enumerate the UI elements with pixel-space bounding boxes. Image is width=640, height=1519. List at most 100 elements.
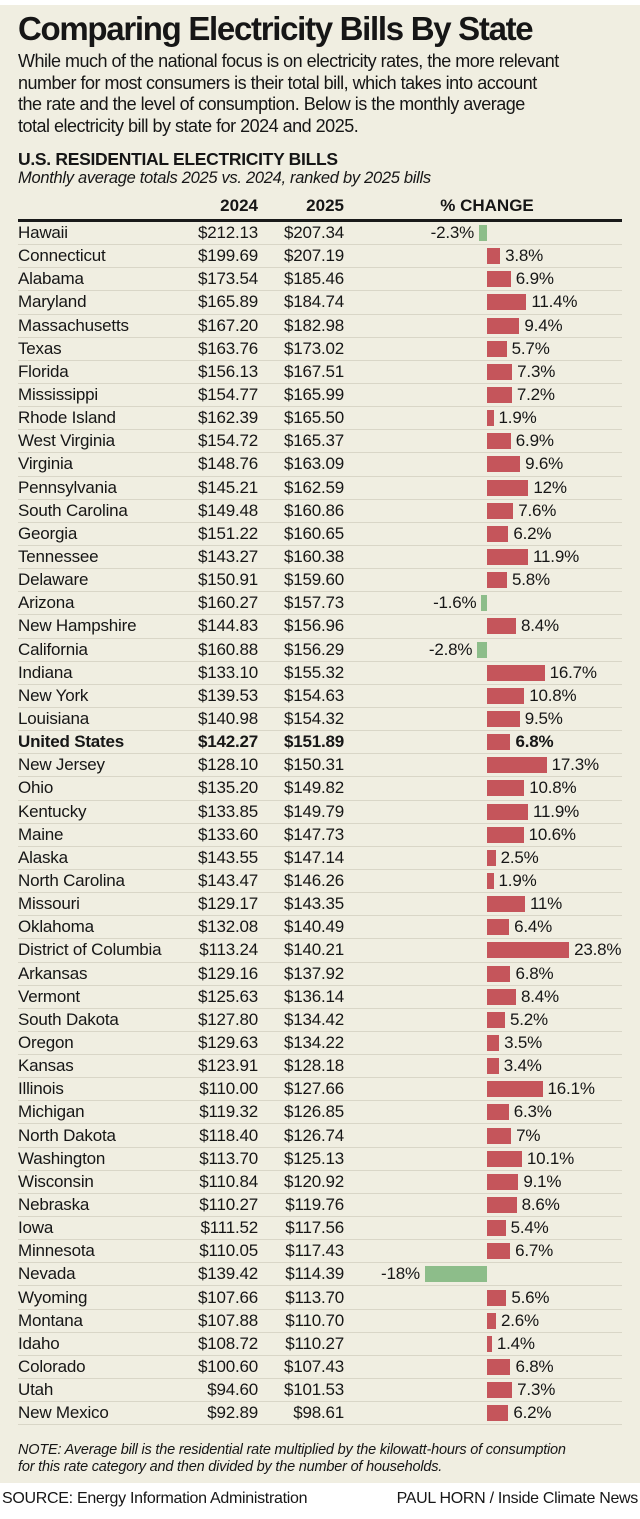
change-bar	[481, 595, 487, 612]
bill-2024-value: $133.60	[197, 824, 258, 844]
change-cell: 3.4%	[344, 1055, 622, 1077]
change-label: 9.5%	[524, 709, 563, 729]
change-cell: 1.4%	[344, 1333, 622, 1355]
author-credit: PAUL HORN / Inside Climate News	[396, 1489, 639, 1507]
bill-2025-value: $151.89	[283, 732, 344, 752]
bill-2025-value: $110.27	[285, 1333, 344, 1353]
table-row: Nevada $139.42 $114.39 -18%	[18, 1263, 622, 1287]
chart-heading: U.S. RESIDENTIAL ELECTRICITY BILLS	[18, 149, 338, 169]
change-bar	[487, 1058, 499, 1075]
chart-subheading: Monthly average totals 2025 vs. 2024, ra…	[18, 169, 431, 187]
change-cell: 5.7%	[344, 338, 622, 360]
change-label: 2.5%	[500, 847, 539, 867]
state-name: Oregon	[18, 1032, 74, 1052]
bill-2025-value: $207.19	[283, 246, 344, 266]
change-label: 10.1%	[526, 1148, 575, 1168]
state-name: Rhode Island	[18, 408, 116, 428]
state-name: Washington	[18, 1148, 106, 1168]
bill-2024-value: $110.05	[199, 1241, 258, 1261]
change-cell: 3.8%	[344, 245, 622, 267]
change-label: 8.4%	[520, 986, 559, 1006]
table-row: New Mexico $92.89 $98.61 6.2%	[18, 1402, 622, 1426]
change-cell: 10.6%	[344, 824, 622, 846]
change-label: 16.7%	[549, 662, 597, 682]
state-name: Connecticut	[18, 246, 106, 266]
change-label: -2.8%	[428, 639, 473, 659]
change-cell: 9.5%	[344, 708, 622, 730]
credit-bar: SOURCE: Energy Information Administratio…	[0, 1483, 640, 1514]
bill-2024-value: $148.76	[197, 454, 258, 474]
table-row: Massachusetts $167.20 $182.98 9.4%	[18, 315, 622, 338]
bill-2025-value: $150.31	[283, 755, 344, 775]
bill-2025-value: $101.53	[283, 1380, 344, 1400]
bill-2025-value: $207.34	[283, 223, 344, 243]
state-name: Colorado	[18, 1356, 86, 1376]
change-bar	[487, 1104, 509, 1121]
change-label: 9.4%	[524, 315, 563, 335]
table-row: District of Columbia $113.24 $140.21 23.…	[18, 939, 622, 963]
change-cell: 12%	[344, 477, 622, 499]
change-cell: 16.1%	[344, 1078, 622, 1100]
page-title: Comparing Electricity Bills By State	[18, 10, 534, 47]
change-cell: 10.1%	[344, 1148, 622, 1170]
change-cell: 6.8%	[344, 731, 622, 753]
state-name: North Carolina	[18, 871, 125, 890]
change-bar	[487, 1382, 513, 1399]
change-bar	[487, 1243, 511, 1260]
change-cell: 7.2%	[344, 384, 622, 406]
state-name: Indiana	[18, 662, 73, 682]
change-label: 5.8%	[512, 570, 550, 590]
state-name: District of Columbia	[18, 940, 162, 960]
state-name: Massachusetts	[18, 315, 129, 335]
change-bar	[487, 942, 570, 959]
change-label: 7.2%	[516, 385, 555, 405]
bill-2024-value: $110.27	[199, 1194, 258, 1214]
bill-2025-value: $160.86	[283, 500, 344, 520]
state-name: Wisconsin	[18, 1171, 94, 1191]
change-label: 3.4%	[503, 1056, 542, 1076]
state-name: Pennsylvania	[18, 477, 117, 497]
change-cell: 6.7%	[344, 1240, 622, 1262]
bill-2025-value: $126.74	[283, 1125, 344, 1145]
bill-2024-value: $199.69	[197, 246, 258, 266]
change-bar	[487, 502, 514, 519]
state-name: California	[18, 639, 88, 659]
table-row: New York $139.53 $154.63 10.8%	[18, 685, 622, 708]
bill-2024-value: $154.77	[197, 385, 258, 405]
bill-2025-value: $134.42	[283, 1009, 344, 1029]
change-bar	[487, 618, 516, 635]
change-cell: 6.9%	[344, 430, 622, 452]
bill-2025-value: $160.38	[283, 547, 344, 567]
bill-2024-value: $129.63	[197, 1032, 258, 1052]
table-row: Arkansas $129.16 $137.92 6.8%	[18, 963, 622, 986]
bill-2024-value: $139.53	[197, 685, 258, 705]
change-cell: 1.9%	[344, 407, 622, 429]
change-bar	[487, 1081, 543, 1098]
change-bar	[487, 479, 529, 496]
change-bar	[487, 1289, 507, 1306]
change-label: 6.7%	[515, 1241, 554, 1261]
column-header-2025: 2025	[306, 196, 344, 215]
change-cell: 8.4%	[344, 615, 622, 637]
bill-2024-value: $173.54	[197, 269, 258, 289]
change-cell: 10.8%	[344, 777, 622, 799]
change-bar	[487, 1312, 496, 1329]
table-row: Maine $133.60 $147.73 10.6%	[18, 824, 622, 847]
bill-2024-value: $212.13	[197, 223, 258, 243]
bill-2024-value: $142.27	[197, 732, 258, 752]
bill-2024-value: $133.10	[197, 662, 258, 682]
state-name: North Dakota	[18, 1125, 116, 1145]
table-row: Iowa $111.52 $117.56 5.4%	[18, 1217, 622, 1241]
table-row: Wisconsin $110.84 $120.92 9.1%	[18, 1171, 622, 1194]
change-label: 7.6%	[518, 500, 557, 520]
change-cell: 5.8%	[344, 569, 622, 591]
state-name: Delaware	[18, 570, 89, 590]
change-cell: 7.3%	[344, 1379, 622, 1401]
change-label: 6.8%	[515, 732, 554, 752]
bill-2024-value: $107.66	[197, 1287, 258, 1307]
change-label: 1.9%	[498, 408, 537, 428]
change-bar	[487, 826, 524, 843]
change-bar	[487, 433, 511, 450]
bill-2024-value: $100.60	[197, 1356, 258, 1376]
state-name: Arizona	[18, 593, 75, 613]
